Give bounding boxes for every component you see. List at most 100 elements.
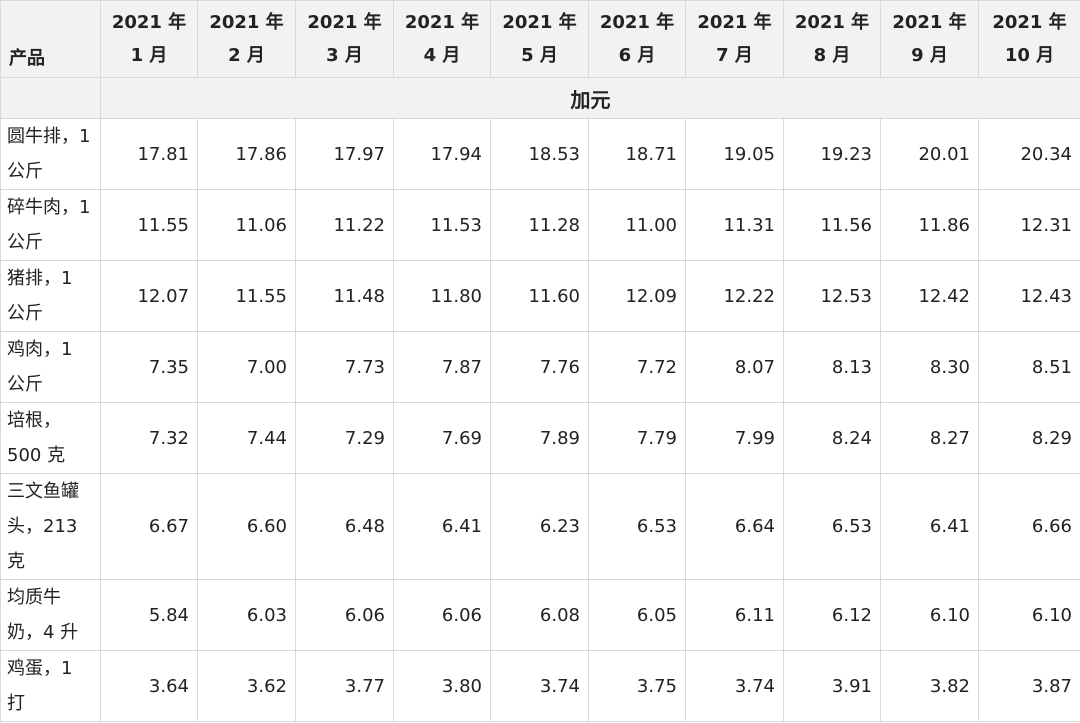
month-column-header: 2021 年 1 月 [100,0,198,78]
price-cell: 6.66 [978,473,1080,580]
price-cell: 3.62 [197,650,296,722]
table-row: 碎牛肉，1公斤 11.55 11.06 11.22 11.53 11.28 11.00 11.… [0,189,1080,261]
price-cell: 7.99 [685,402,784,474]
price-cell: 8.30 [880,331,979,403]
price-cell: 7.76 [490,331,589,403]
table-row: 圆牛排，1公斤 17.81 17.86 17.97 17.94 18.53 18.71 19.… [0,118,1080,190]
header-row: 产品 2021 年 1 月 2021 年 2 月 2021 年 3 月 2021… [0,0,1080,78]
price-cell: 6.05 [588,579,686,651]
product-name: 均质牛奶，4 升 [0,579,101,651]
price-cell: 11.22 [295,189,394,261]
month-column-header: 2021 年 5 月 [490,0,589,78]
product-name: 鸡肉，1 公斤 [0,331,101,403]
price-cell: 6.53 [588,473,686,580]
price-cell: 11.06 [197,189,296,261]
price-cell: 6.41 [393,473,491,580]
price-cell: 6.06 [295,579,394,651]
price-cell: 7.44 [197,402,296,474]
price-cell: 7.69 [393,402,491,474]
product-name: 圆牛排，1公斤 [0,118,101,190]
price-cell: 6.53 [783,473,881,580]
month-column-header: 2021 年 2 月 [197,0,296,78]
table-row: 均质牛奶，4 升 5.84 6.03 6.06 6.06 6.08 6.05 6.11 6.12… [0,579,1080,651]
price-cell: 12.22 [685,260,784,332]
price-cell: 11.00 [588,189,686,261]
price-cell: 7.00 [197,331,296,403]
price-cell: 6.11 [685,579,784,651]
price-cell: 11.31 [685,189,784,261]
month-column-header: 2021 年 6 月 [588,0,686,78]
price-cell: 7.87 [393,331,491,403]
product-name: 猪排，1 公斤 [0,260,101,332]
month-column-header: 2021 年 4 月 [393,0,491,78]
price-cell: 3.74 [490,650,589,722]
price-cell: 20.01 [880,118,979,190]
price-cell: 8.13 [783,331,881,403]
price-cell: 6.41 [880,473,979,580]
price-cell: 11.53 [393,189,491,261]
price-cell: 6.60 [197,473,296,580]
price-cell: 3.64 [100,650,198,722]
price-cell: 8.07 [685,331,784,403]
price-cell: 6.10 [978,579,1080,651]
table-row: 鸡肉，1 公斤 7.35 7.00 7.73 7.87 7.76 7.72 8.07 8.13 8… [0,331,1080,403]
price-cell: 17.81 [100,118,198,190]
table-row: 鸡蛋，1 打 3.64 3.62 3.77 3.80 3.74 3.75 3.74 3.91 3.… [0,650,1080,722]
price-cell: 12.07 [100,260,198,332]
price-cell: 11.56 [783,189,881,261]
price-cell: 6.06 [393,579,491,651]
month-column-header: 2021 年 10 月 [978,0,1080,78]
price-cell: 3.87 [978,650,1080,722]
currency-row: 加元 [0,77,1080,119]
price-cell: 5.84 [100,579,198,651]
price-cell: 7.32 [100,402,198,474]
price-cell: 8.27 [880,402,979,474]
price-cell: 12.09 [588,260,686,332]
currency-row-spacer [0,77,101,119]
price-cell: 3.77 [295,650,394,722]
price-cell: 7.79 [588,402,686,474]
price-cell: 17.86 [197,118,296,190]
price-cell: 11.60 [490,260,589,332]
price-cell: 6.10 [880,579,979,651]
price-cell: 11.80 [393,260,491,332]
table-row: 培根，500 克 7.32 7.44 7.29 7.69 7.89 7.79 7.99 8.24… [0,402,1080,474]
price-cell: 17.97 [295,118,394,190]
price-cell: 19.05 [685,118,784,190]
price-cell: 12.31 [978,189,1080,261]
price-cell: 7.89 [490,402,589,474]
price-cell: 19.23 [783,118,881,190]
price-cell: 8.51 [978,331,1080,403]
month-column-header: 2021 年 3 月 [295,0,394,78]
month-column-header: 2021 年 9 月 [880,0,979,78]
price-cell: 11.55 [197,260,296,332]
price-cell: 11.28 [490,189,589,261]
month-column-header: 2021 年 7 月 [685,0,784,78]
price-cell: 7.72 [588,331,686,403]
price-cell: 11.55 [100,189,198,261]
table-row: 三文鱼罐头，213 克 6.67 6.60 6.48 6.41 6.23 6.53 6.64 6… [0,473,1080,580]
price-cell: 3.80 [393,650,491,722]
price-cell: 12.43 [978,260,1080,332]
price-cell: 7.29 [295,402,394,474]
price-cell: 6.03 [197,579,296,651]
price-cell: 3.75 [588,650,686,722]
price-cell: 12.53 [783,260,881,332]
currency-label: 加元 [100,77,1080,119]
price-cell: 6.23 [490,473,589,580]
product-name: 碎牛肉，1公斤 [0,189,101,261]
price-cell: 3.91 [783,650,881,722]
price-cell: 11.86 [880,189,979,261]
price-cell: 6.12 [783,579,881,651]
price-cell: 6.08 [490,579,589,651]
price-cell: 6.64 [685,473,784,580]
table-row: 猪排，1 公斤 12.07 11.55 11.48 11.80 11.60 12.09 12.… [0,260,1080,332]
price-cell: 3.74 [685,650,784,722]
price-cell: 7.35 [100,331,198,403]
price-cell: 6.67 [100,473,198,580]
price-cell: 18.71 [588,118,686,190]
price-cell: 8.29 [978,402,1080,474]
price-cell: 3.82 [880,650,979,722]
product-name: 培根，500 克 [0,402,101,474]
